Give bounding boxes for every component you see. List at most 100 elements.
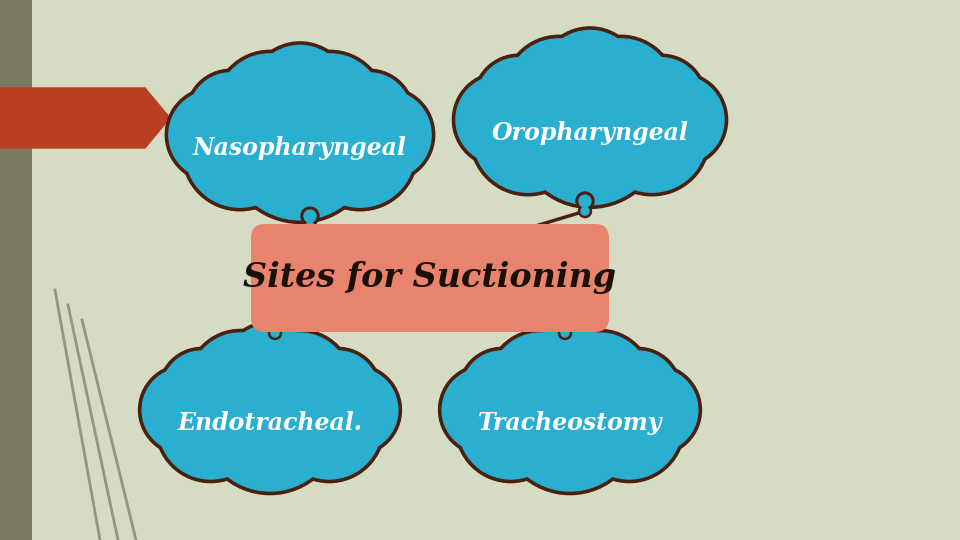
Circle shape <box>158 347 246 435</box>
Circle shape <box>250 333 349 433</box>
Text: Endotracheal.: Endotracheal. <box>178 411 363 435</box>
Circle shape <box>295 347 382 435</box>
Circle shape <box>473 54 564 145</box>
Circle shape <box>462 351 542 431</box>
Circle shape <box>469 79 587 196</box>
Circle shape <box>539 27 642 131</box>
Circle shape <box>266 314 284 332</box>
Circle shape <box>515 58 665 208</box>
Circle shape <box>339 87 435 183</box>
Circle shape <box>158 375 263 479</box>
Circle shape <box>187 329 294 437</box>
Circle shape <box>202 355 338 491</box>
Circle shape <box>491 333 590 433</box>
Circle shape <box>458 347 545 435</box>
Circle shape <box>473 83 583 192</box>
Circle shape <box>185 98 295 207</box>
Circle shape <box>477 58 561 142</box>
Circle shape <box>169 91 257 179</box>
Circle shape <box>165 87 261 183</box>
Circle shape <box>487 329 594 437</box>
Text: Oropharyngeal: Oropharyngeal <box>492 122 688 145</box>
Circle shape <box>456 76 544 164</box>
Circle shape <box>156 372 267 483</box>
Circle shape <box>274 50 386 163</box>
Circle shape <box>271 329 279 337</box>
Circle shape <box>246 329 353 437</box>
Circle shape <box>138 364 229 456</box>
Circle shape <box>559 327 571 340</box>
Circle shape <box>561 329 569 337</box>
Circle shape <box>310 364 401 456</box>
Circle shape <box>162 351 242 431</box>
Circle shape <box>459 375 563 479</box>
Circle shape <box>597 83 707 192</box>
Circle shape <box>579 195 591 207</box>
Circle shape <box>455 372 566 483</box>
Circle shape <box>598 351 678 431</box>
Circle shape <box>568 39 674 144</box>
Circle shape <box>190 333 290 433</box>
Circle shape <box>225 73 375 224</box>
Circle shape <box>633 72 728 167</box>
Circle shape <box>579 205 591 218</box>
Circle shape <box>594 347 682 435</box>
Circle shape <box>556 314 574 332</box>
Circle shape <box>298 351 378 431</box>
Circle shape <box>277 375 381 479</box>
Circle shape <box>327 73 411 157</box>
Circle shape <box>502 355 638 491</box>
Circle shape <box>503 35 615 147</box>
Circle shape <box>343 91 431 179</box>
Text: Tracheostomy: Tracheostomy <box>478 411 662 435</box>
Circle shape <box>615 54 707 145</box>
Bar <box>0 0 32 540</box>
Circle shape <box>214 50 326 163</box>
Circle shape <box>314 368 397 452</box>
Circle shape <box>546 329 653 437</box>
Polygon shape <box>0 88 170 148</box>
Circle shape <box>619 58 704 142</box>
Circle shape <box>524 325 616 417</box>
Circle shape <box>518 62 661 205</box>
Circle shape <box>142 368 227 452</box>
Circle shape <box>306 222 314 230</box>
Circle shape <box>549 333 650 433</box>
Circle shape <box>541 30 638 127</box>
Circle shape <box>439 364 530 456</box>
Circle shape <box>636 76 724 164</box>
FancyBboxPatch shape <box>251 224 609 332</box>
Circle shape <box>224 325 316 417</box>
Circle shape <box>277 54 382 159</box>
Circle shape <box>581 207 589 215</box>
Circle shape <box>520 321 619 421</box>
Circle shape <box>613 368 698 452</box>
Text: Nasopharyngeal: Nasopharyngeal <box>193 137 407 160</box>
Circle shape <box>181 94 299 211</box>
Circle shape <box>228 77 372 220</box>
Circle shape <box>269 327 281 340</box>
Circle shape <box>594 79 710 196</box>
Circle shape <box>324 69 415 160</box>
Circle shape <box>301 94 419 211</box>
Circle shape <box>452 72 548 167</box>
Circle shape <box>574 372 684 483</box>
Circle shape <box>221 321 320 421</box>
Circle shape <box>303 220 317 233</box>
Circle shape <box>218 54 323 159</box>
Circle shape <box>443 368 526 452</box>
Circle shape <box>611 364 702 456</box>
Circle shape <box>199 352 342 495</box>
Circle shape <box>274 372 385 483</box>
Circle shape <box>269 317 281 329</box>
Circle shape <box>507 39 612 144</box>
Circle shape <box>248 42 352 146</box>
Circle shape <box>576 192 594 210</box>
Circle shape <box>564 35 677 147</box>
Circle shape <box>185 69 276 160</box>
Text: Sites for Suctioning: Sites for Suctioning <box>244 261 616 294</box>
Circle shape <box>559 317 571 329</box>
Circle shape <box>305 98 415 207</box>
Circle shape <box>304 210 316 222</box>
Circle shape <box>252 45 348 142</box>
